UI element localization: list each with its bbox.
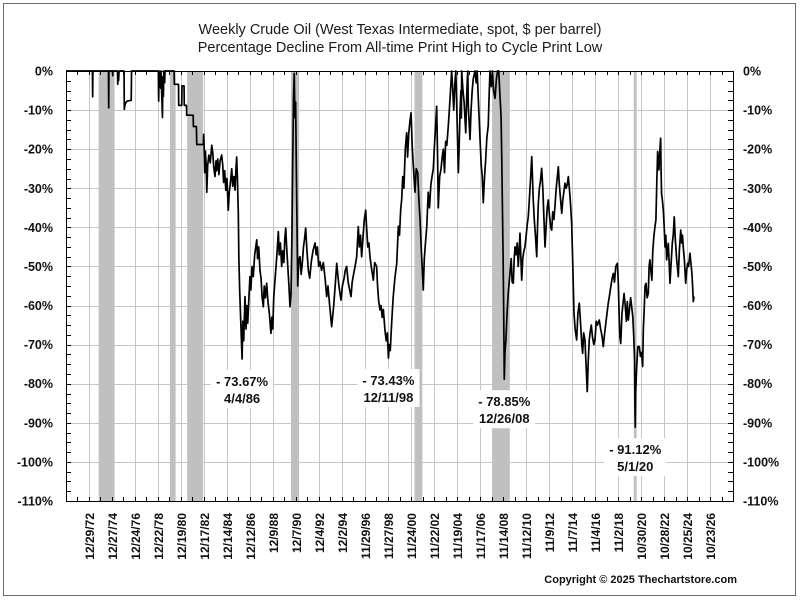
y-tick-label-left: -20% bbox=[24, 143, 53, 157]
y-tick-label-left: 0% bbox=[35, 65, 53, 79]
y-tick-label-left: -90% bbox=[24, 416, 53, 430]
x-tick-label: 12/12/86 bbox=[244, 513, 258, 560]
annotation-value: - 73.67% bbox=[216, 374, 268, 389]
y-tick-label-right: -110% bbox=[743, 495, 778, 509]
x-tick-label: 12/7/90 bbox=[290, 513, 304, 553]
y-tick-label-left: -40% bbox=[24, 221, 53, 235]
annotation-date: 12/26/08 bbox=[479, 411, 530, 426]
x-tick-label: 10/23/26 bbox=[704, 513, 718, 560]
axes: 12/29/72 12/27/74 12/24/76 12/22/78 12/19/80… bbox=[17, 65, 779, 560]
x-tick-label: 12/19/80 bbox=[175, 513, 189, 560]
y-tick-label-left: -70% bbox=[24, 338, 53, 352]
y-tick-label-right: -80% bbox=[743, 377, 772, 391]
x-tick-label: 12/4/92 bbox=[313, 513, 327, 553]
annotation-date: 5/1/20 bbox=[617, 459, 653, 474]
y-tick-label-left: -50% bbox=[24, 260, 53, 274]
chart-title: Weekly Crude Oil (West Texas Intermediat… bbox=[198, 22, 602, 38]
x-tick-label: 11/17/06 bbox=[474, 513, 488, 559]
y-tick-label-right: -50% bbox=[743, 260, 772, 274]
x-tick-label: 11/19/04 bbox=[451, 513, 465, 559]
x-tick-label: 12/24/76 bbox=[129, 513, 143, 560]
x-tick-label: 11/2/18 bbox=[612, 513, 626, 553]
annotation-box bbox=[357, 369, 420, 408]
y-tick-label-right: 0% bbox=[743, 65, 761, 79]
y-tick-label-left: -60% bbox=[24, 299, 53, 313]
x-tick-label: 10/30/20 bbox=[635, 513, 649, 560]
annotation-box bbox=[211, 369, 274, 408]
annotation-date: 4/4/86 bbox=[224, 391, 260, 406]
y-tick-label-left: -30% bbox=[24, 182, 53, 196]
annotation-value: - 91.12% bbox=[609, 442, 661, 457]
recession-band bbox=[633, 71, 637, 501]
y-tick-label-right: -20% bbox=[743, 143, 772, 157]
x-tick-label: 10/28/22 bbox=[658, 513, 672, 560]
annotation-box bbox=[604, 438, 667, 477]
recession-bands bbox=[98, 71, 637, 501]
chart-subtitle: Percentage Decline From All-time Print H… bbox=[197, 40, 603, 56]
y-tick-label-right: -100% bbox=[743, 455, 779, 469]
y-tick-label-left: -100% bbox=[17, 455, 53, 469]
x-tick-label: 11/27/98 bbox=[382, 513, 396, 559]
recession-band bbox=[414, 71, 423, 501]
y-tick-label-right: -10% bbox=[743, 104, 772, 118]
recession-band bbox=[169, 71, 176, 501]
low-annotation: - 78.85% 12/26/08 bbox=[473, 390, 536, 429]
y-tick-label-right: -30% bbox=[743, 182, 772, 196]
annotation-box bbox=[473, 390, 536, 429]
x-tick-label: 11/4/16 bbox=[589, 513, 603, 553]
x-tick-label: 11/29/96 bbox=[359, 513, 373, 559]
y-tick-label-right: -70% bbox=[743, 338, 772, 352]
series-layer bbox=[66, 70, 695, 429]
x-tick-label: 11/7/14 bbox=[566, 513, 580, 553]
y-tick-label-right: -40% bbox=[743, 221, 772, 235]
low-annotation: - 91.12% 5/1/20 bbox=[604, 438, 667, 477]
recession-band bbox=[187, 71, 204, 501]
y-tick-label-left: -110% bbox=[18, 495, 53, 509]
x-tick-label: 10/25/24 bbox=[681, 513, 695, 560]
y-tick-label-left: -10% bbox=[24, 104, 53, 118]
annotation-value: - 73.43% bbox=[362, 373, 414, 388]
y-tick-label-right: -90% bbox=[743, 416, 772, 430]
x-tick-label: 11/14/08 bbox=[497, 513, 511, 559]
x-tick-label: 12/2/94 bbox=[336, 513, 350, 553]
low-annotation: - 73.67% 4/4/86 bbox=[211, 369, 274, 408]
x-tick-label: 11/24/00 bbox=[405, 513, 419, 559]
recession-band bbox=[291, 71, 300, 501]
low-annotation: - 73.43% 12/11/98 bbox=[357, 369, 420, 408]
gridlines bbox=[66, 71, 733, 501]
image-frame bbox=[3, 3, 796, 596]
x-tick-label: 12/27/74 bbox=[106, 513, 120, 560]
x-tick-label: 12/9/88 bbox=[267, 513, 281, 553]
annotations: - 73.67% 4/4/86 - 73.43% 12/11/98 - 78.85% 12… bbox=[211, 369, 667, 477]
x-tick-label: 11/9/12 bbox=[543, 513, 557, 553]
x-tick-label: 12/14/84 bbox=[221, 513, 235, 560]
annotation-date: 12/11/98 bbox=[363, 390, 413, 405]
copyright-notice: Copyright © 2025 Thechartstore.com bbox=[544, 574, 737, 586]
x-tick-label: 12/22/78 bbox=[152, 513, 166, 560]
y-tick-label-left: -80% bbox=[24, 377, 53, 391]
x-tick-label: 11/22/02 bbox=[428, 513, 442, 559]
series-line bbox=[66, 70, 695, 429]
recession-band bbox=[98, 71, 115, 501]
annotation-value: - 78.85% bbox=[478, 394, 530, 409]
y-tick-label-right: -60% bbox=[743, 299, 772, 313]
x-tick-label: 11/12/10 bbox=[520, 513, 534, 559]
x-tick-label: 12/29/72 bbox=[83, 513, 97, 560]
x-tick-label: 12/17/82 bbox=[198, 513, 212, 560]
plot-frame bbox=[66, 71, 734, 502]
